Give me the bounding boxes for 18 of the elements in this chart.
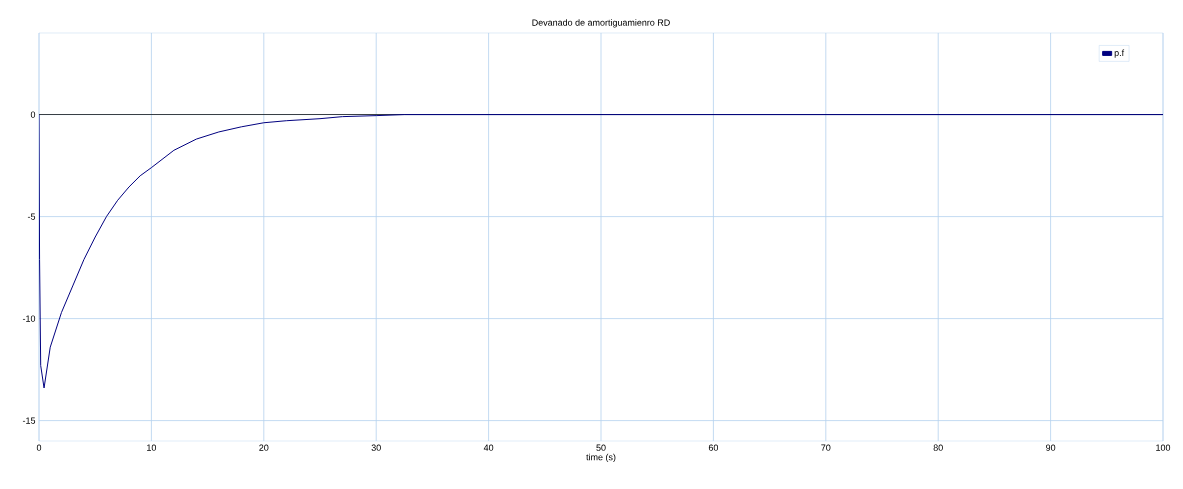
y-tick-label: 0	[30, 111, 36, 118]
x-tick-label: 90	[1046, 444, 1056, 451]
x-tick-label: 0	[36, 444, 42, 451]
x-tick-label: 60	[708, 444, 719, 451]
x-tick-label: 100	[1156, 444, 1171, 451]
x-tick-label: 40	[483, 444, 494, 451]
x-axis-title: time (s)	[586, 453, 616, 463]
x-tick-label: 30	[371, 444, 381, 451]
y-tick-label: -15	[22, 417, 36, 424]
y-tick-label: -10	[22, 315, 36, 322]
x-tick-label: 50	[596, 444, 606, 451]
legend-label: p.f	[1114, 49, 1125, 58]
x-tick-label: 70	[821, 444, 831, 451]
x-tick-label: 80	[933, 444, 943, 451]
y-tick-label: -5	[27, 213, 36, 220]
x-tick-label: 20	[259, 444, 269, 451]
chart-title: Devanado de amortiguamienro RD	[532, 19, 670, 28]
x-tick-label: 10	[147, 444, 157, 451]
